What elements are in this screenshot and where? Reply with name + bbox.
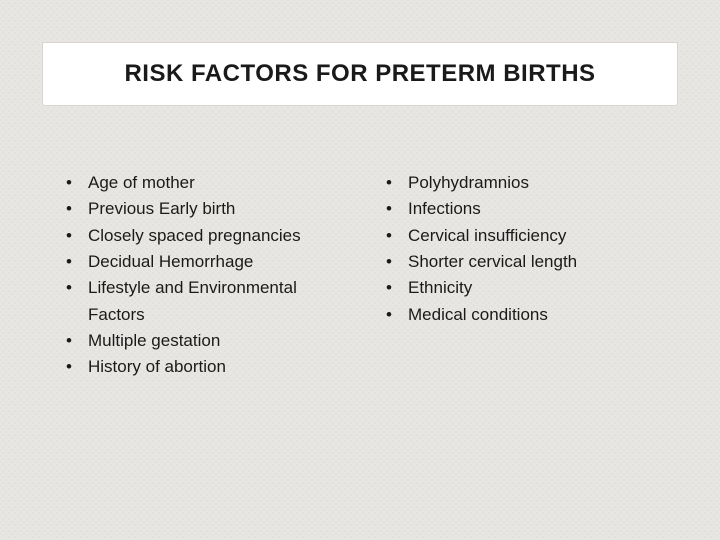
bullet-list-right: Polyhydramnios Infections Cervical insuf… [380,170,660,328]
column-right: Polyhydramnios Infections Cervical insuf… [380,170,660,381]
list-item: Ethnicity [380,275,660,301]
list-item: Closely spaced pregnancies [60,223,340,249]
list-item: Decidual Hemorrhage [60,249,340,275]
list-item: Previous Early birth [60,196,340,222]
list-item: Age of mother [60,170,340,196]
list-item: Polyhydramnios [380,170,660,196]
list-item: Multiple gestation [60,328,340,354]
list-item: Lifestyle and Environmental Factors [60,275,340,328]
list-item: Medical conditions [380,302,660,328]
list-item: Shorter cervical length [380,249,660,275]
slide: RISK FACTORS FOR PRETERM BIRTHS Age of m… [0,0,720,540]
title-box: RISK FACTORS FOR PRETERM BIRTHS [42,42,678,106]
column-left: Age of mother Previous Early birth Close… [60,170,340,381]
list-item: Infections [380,196,660,222]
list-item: Cervical insufficiency [380,223,660,249]
bullet-list-left: Age of mother Previous Early birth Close… [60,170,340,381]
slide-title: RISK FACTORS FOR PRETERM BIRTHS [112,60,607,88]
list-item: History of abortion [60,354,340,380]
content-columns: Age of mother Previous Early birth Close… [60,170,660,381]
